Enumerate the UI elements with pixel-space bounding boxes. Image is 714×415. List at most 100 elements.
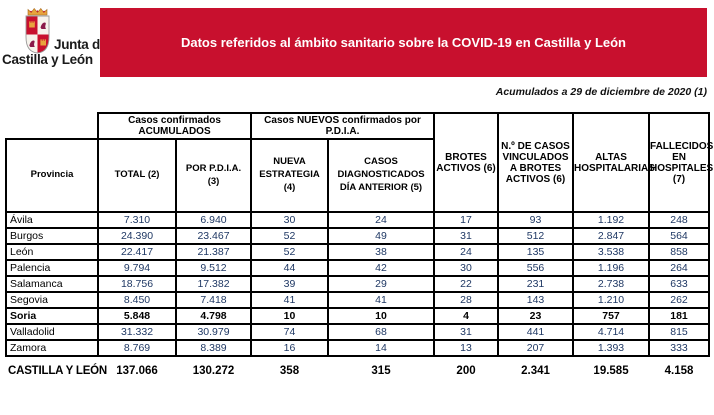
province-cell: León	[5, 243, 99, 261]
value-cell: 30.979	[175, 323, 252, 341]
logo-text-line1: Junta de	[54, 37, 108, 52]
value-cell: 22	[433, 275, 500, 293]
header-spacer	[6, 113, 98, 139]
value-cell: 31.332	[97, 323, 177, 341]
province-cell: Soria	[5, 307, 99, 325]
value-cell: 41	[326, 291, 436, 309]
col-header-brotes: BROTES ACTIVOS (6)	[433, 112, 500, 213]
value-cell: 5.848	[97, 307, 177, 325]
value-cell: 23.467	[175, 227, 252, 245]
accumulated-date-note: Acumulados a 29 de diciembre de 2020 (1)	[495, 86, 707, 98]
value-cell: 4.714	[572, 323, 651, 341]
total-value-cell: 358	[279, 365, 300, 377]
group-header-row: Casos confirmados ACUMULADOS Casos NUEVO…	[6, 112, 713, 213]
province-cell: Zamora	[5, 339, 99, 357]
value-cell: 17.382	[175, 275, 252, 293]
value-cell: 30	[433, 259, 500, 277]
value-cell: 4.798	[175, 307, 252, 325]
table-row: Ávila 7.310 6.940 30 24 17 93 1.192 248	[5, 211, 711, 229]
coat-of-arms-icon	[25, 8, 50, 54]
value-cell: 1.393	[572, 339, 651, 357]
col-header-total: TOTAL (2)	[97, 138, 177, 213]
value-cell: 9.794	[97, 259, 177, 277]
table-row: Zamora 8.769 8.389 16 14 13 207 1.393 333	[5, 339, 711, 357]
value-cell: 2.738	[572, 275, 651, 293]
value-cell: 264	[648, 259, 711, 277]
col-header-pdia: POR P.D.I.A. (3)	[175, 138, 252, 213]
value-cell: 441	[497, 323, 575, 341]
table-row: Segovia 8.450 7.418 41 41 28 143 1.210 262	[5, 291, 711, 309]
value-cell: 30	[250, 211, 329, 229]
province-cell: Salamanca	[5, 275, 99, 293]
value-cell: 24	[433, 243, 500, 261]
value-cell: 24	[326, 211, 436, 229]
value-cell: 6.940	[175, 211, 252, 229]
value-cell: 858	[648, 243, 711, 261]
total-label: CASTILLA Y LEÓN	[8, 365, 108, 377]
total-value-cell: 315	[371, 365, 391, 377]
value-cell: 564	[648, 227, 711, 245]
value-cell: 248	[648, 211, 711, 229]
total-value-cell: 2.341	[521, 365, 550, 377]
value-cell: 231	[497, 275, 575, 293]
value-cell: 23	[497, 307, 575, 325]
value-cell: 38	[326, 243, 436, 261]
value-cell: 49	[326, 227, 436, 245]
value-cell: 28	[433, 291, 500, 309]
col-header-diagnosticados: CASOS DIAGNOSTICADOS DÍA ANTERIOR (5)	[326, 138, 436, 213]
value-cell: 13	[433, 339, 500, 357]
value-cell: 18.756	[97, 275, 177, 293]
value-cell: 2.847	[572, 227, 651, 245]
value-cell: 14	[326, 339, 436, 357]
table-row: Valladolid 31.332 30.979 74 68 31 441 4.714 815	[5, 323, 711, 341]
value-cell: 39	[250, 275, 329, 293]
table-row: Palencia 9.794 9.512 44 42 30 556 1.196 264	[5, 259, 711, 277]
col-header-fallecidos: FALLECIDOS EN HOSPITALES (7)	[648, 112, 713, 213]
value-cell: 52	[250, 243, 329, 261]
group-header-nuevos: Casos NUEVOS confirmados por P.D.I.A.	[249, 112, 436, 140]
value-cell: 41	[250, 291, 329, 309]
value-cell: 8.450	[97, 291, 177, 309]
value-cell: 815	[648, 323, 711, 341]
value-cell: 24.390	[97, 227, 177, 245]
value-cell: 757	[572, 307, 651, 325]
province-cell: Valladolid	[5, 323, 99, 341]
value-cell: 143	[497, 291, 575, 309]
group-header-acumulados: Casos confirmados ACUMULADOS	[97, 112, 252, 140]
value-cell: 10	[250, 307, 329, 325]
value-cell: 7.310	[97, 211, 177, 229]
title-banner: Datos referidos al ámbito sanitario sobr…	[100, 8, 707, 77]
province-cell: Burgos	[5, 227, 99, 245]
value-cell: 93	[497, 211, 575, 229]
value-cell: 8.389	[175, 339, 252, 357]
value-cell: 633	[648, 275, 711, 293]
value-cell: 556	[497, 259, 575, 277]
value-cell: 31	[433, 227, 500, 245]
table-row: León 22.417 21.387 52 38 24 135 3.538 858	[5, 243, 711, 261]
col-header-nueva-estrategia: NUEVA ESTRATEGIA (4)	[250, 138, 329, 213]
value-cell: 181	[648, 307, 711, 325]
value-cell: 3.538	[572, 243, 651, 261]
value-cell: 16	[250, 339, 329, 357]
total-value-cell: 4.158	[664, 365, 694, 377]
value-cell: 10	[326, 307, 436, 325]
total-value-cell: 137.066	[116, 365, 158, 377]
column-header-row: Provincia TOTAL (2) POR P.D.I.A. (3) NUE…	[5, 138, 709, 213]
value-cell: 512	[497, 227, 575, 245]
value-cell: 44	[250, 259, 329, 277]
table-row-highlight: Soria 5.848 4.798 10 10 4 23 757 181	[5, 307, 711, 325]
value-cell: 333	[648, 339, 711, 357]
value-cell: 17	[433, 211, 500, 229]
value-cell: 22.417	[97, 243, 177, 261]
province-cell: Palencia	[5, 259, 99, 277]
value-cell: 1.196	[572, 259, 651, 277]
value-cell: 9.512	[175, 259, 252, 277]
province-cell: Ávila	[5, 211, 99, 229]
col-header-vinculados: N.º DE CASOS VINCULADOS A BROTES ACTIVOS…	[497, 112, 575, 213]
total-row: CASTILLA Y LEÓN 137.066 130.272 358 315 …	[6, 356, 709, 384]
value-cell: 74	[250, 323, 329, 341]
value-cell: 1.210	[572, 291, 651, 309]
province-cell: Segovia	[5, 291, 99, 309]
value-cell: 31	[433, 323, 500, 341]
